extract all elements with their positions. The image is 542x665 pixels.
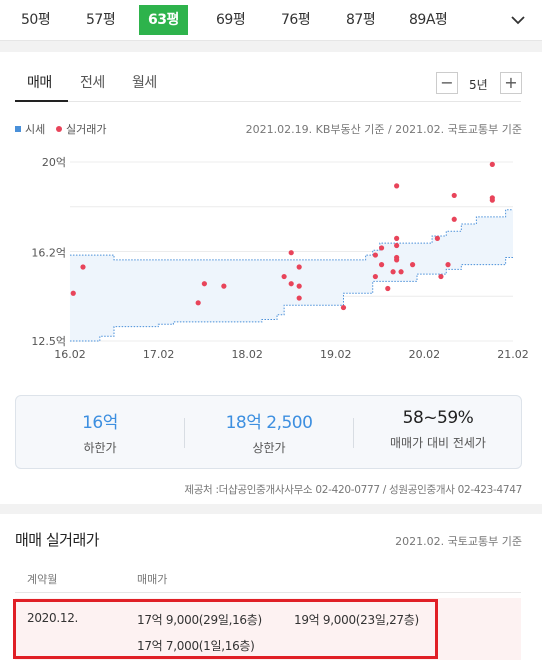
trade-point: [378, 262, 385, 268]
ratio-value: 58~59%: [402, 408, 474, 428]
size-tab-69[interactable]: 69평: [216, 12, 246, 28]
price-summary-card: 16억 하한가 18억 2,500 상한가 58~59% 매매가 대비 전세가: [15, 395, 522, 469]
legend-price-label: 시세: [25, 123, 46, 136]
trade-point: [221, 283, 227, 289]
trade-point: [394, 235, 400, 241]
section-separator: [0, 41, 542, 52]
provider-info: 제공처 :더샵공인중개사사무소 02-420-0777 / 성원공인중개사 02…: [184, 484, 522, 496]
trade-point: [296, 283, 302, 289]
x-tick-label: 19.02: [320, 348, 352, 361]
trade-point: [409, 262, 416, 268]
highlight-box: [13, 599, 438, 659]
ratio-label: 매매가 대비 전세가: [390, 436, 486, 450]
trade-point: [434, 235, 440, 241]
x-tick-label: 20.02: [409, 348, 441, 361]
trade-point: [438, 273, 444, 280]
x-tick-label: 18.02: [231, 348, 263, 361]
col-header-price: 매매가: [137, 573, 168, 586]
legend-price: 시세: [15, 121, 45, 137]
size-tab-bar: 50평 57평 63평 69평 76평 87평 89A평: [0, 0, 542, 41]
trade-point: [385, 285, 391, 292]
low-price-value: 16억: [82, 413, 118, 433]
trade-point: [372, 252, 378, 258]
size-tab-76[interactable]: 76평: [281, 12, 311, 28]
size-tab-63[interactable]: 63평: [139, 5, 188, 35]
y-tick-label: 12.5억: [31, 335, 66, 348]
high-price-block: 18억 2,500 상한가: [185, 408, 353, 456]
y-tick-label: 16.2억: [31, 247, 66, 260]
card-divider: [353, 418, 354, 448]
trade-point: [288, 281, 294, 287]
x-tick-label: 16.02: [54, 348, 86, 361]
trade-point: [80, 264, 86, 270]
chevron-down-icon[interactable]: [508, 10, 528, 30]
tab-monthly[interactable]: 월세: [132, 75, 157, 91]
price-chart: 20억 16.2억 12.5억 16.02 17.02 18.02 19.02 20.02 2…: [31, 156, 529, 361]
trade-entry[interactable]: 19억 9,000(23일,27층): [294, 613, 419, 627]
trade-point: [201, 281, 207, 287]
trade-point: [340, 304, 347, 311]
y-tick-label: 20억: [42, 156, 66, 169]
trade-point: [281, 273, 287, 280]
col-header-date: 계약월: [27, 573, 58, 586]
trade-point: [390, 269, 396, 275]
size-tab-50[interactable]: 50평: [21, 12, 51, 28]
trade-entry[interactable]: 17억 7,000(1일,16층): [137, 639, 255, 653]
trade-point: [378, 245, 385, 251]
legend-dot-icon: [56, 126, 62, 132]
ratio-block: 58~59% 매매가 대비 전세가: [354, 408, 522, 451]
period-decrease-button[interactable]: −: [436, 72, 458, 94]
legend-trade-label: 실거래가: [66, 123, 107, 136]
size-tab-89a[interactable]: 89A평: [409, 12, 448, 28]
size-tab-87[interactable]: 87평: [346, 12, 376, 28]
trade-point: [398, 269, 404, 275]
chart-source: 2021.02.19. KB부동산 기준 / 2021.02. 국토교통부 기준: [245, 123, 522, 136]
trade-point: [394, 254, 400, 261]
low-price-block: 16억 하한가: [16, 408, 184, 456]
tab-jeonse[interactable]: 전세: [80, 75, 105, 91]
trade-point: [451, 216, 457, 222]
section-separator: [0, 504, 542, 514]
x-tick-label: 21.02: [497, 348, 529, 361]
trade-point: [489, 161, 495, 167]
trade-point: [445, 262, 451, 268]
tab-active-indicator: [15, 100, 68, 102]
trade-point: [394, 183, 400, 189]
trades-title: 매매 실거래가: [15, 531, 100, 549]
trade-date: 2020.12.: [27, 611, 79, 625]
legend-square-icon: [15, 126, 21, 132]
trade-point: [296, 295, 302, 301]
tab-divider: [15, 101, 521, 102]
trade-point: [288, 250, 294, 256]
high-price-value: 18억 2,500: [225, 413, 313, 433]
period-label: 5년: [469, 78, 488, 92]
period-increase-button[interactable]: +: [500, 72, 522, 94]
trade-point: [70, 290, 76, 296]
size-tab-57[interactable]: 57평: [86, 12, 116, 28]
table-header-divider: [15, 592, 521, 593]
trade-point: [489, 195, 495, 201]
x-tick-label: 17.02: [143, 348, 175, 361]
price-band-fill: [69, 209, 513, 341]
trade-point: [296, 264, 302, 270]
trade-entry[interactable]: 17억 9,000(29일,16층): [137, 613, 262, 627]
low-price-label: 하한가: [83, 441, 117, 455]
trade-point: [195, 300, 201, 306]
card-divider: [184, 418, 185, 448]
trade-point: [394, 242, 400, 249]
trades-source: 2021.02. 국토교통부 기준: [395, 535, 522, 548]
legend-trade: 실거래가: [56, 121, 106, 137]
trade-point: [451, 192, 457, 199]
trade-point: [372, 273, 378, 280]
tab-sale[interactable]: 매매: [27, 75, 52, 91]
high-price-label: 상한가: [252, 441, 286, 455]
